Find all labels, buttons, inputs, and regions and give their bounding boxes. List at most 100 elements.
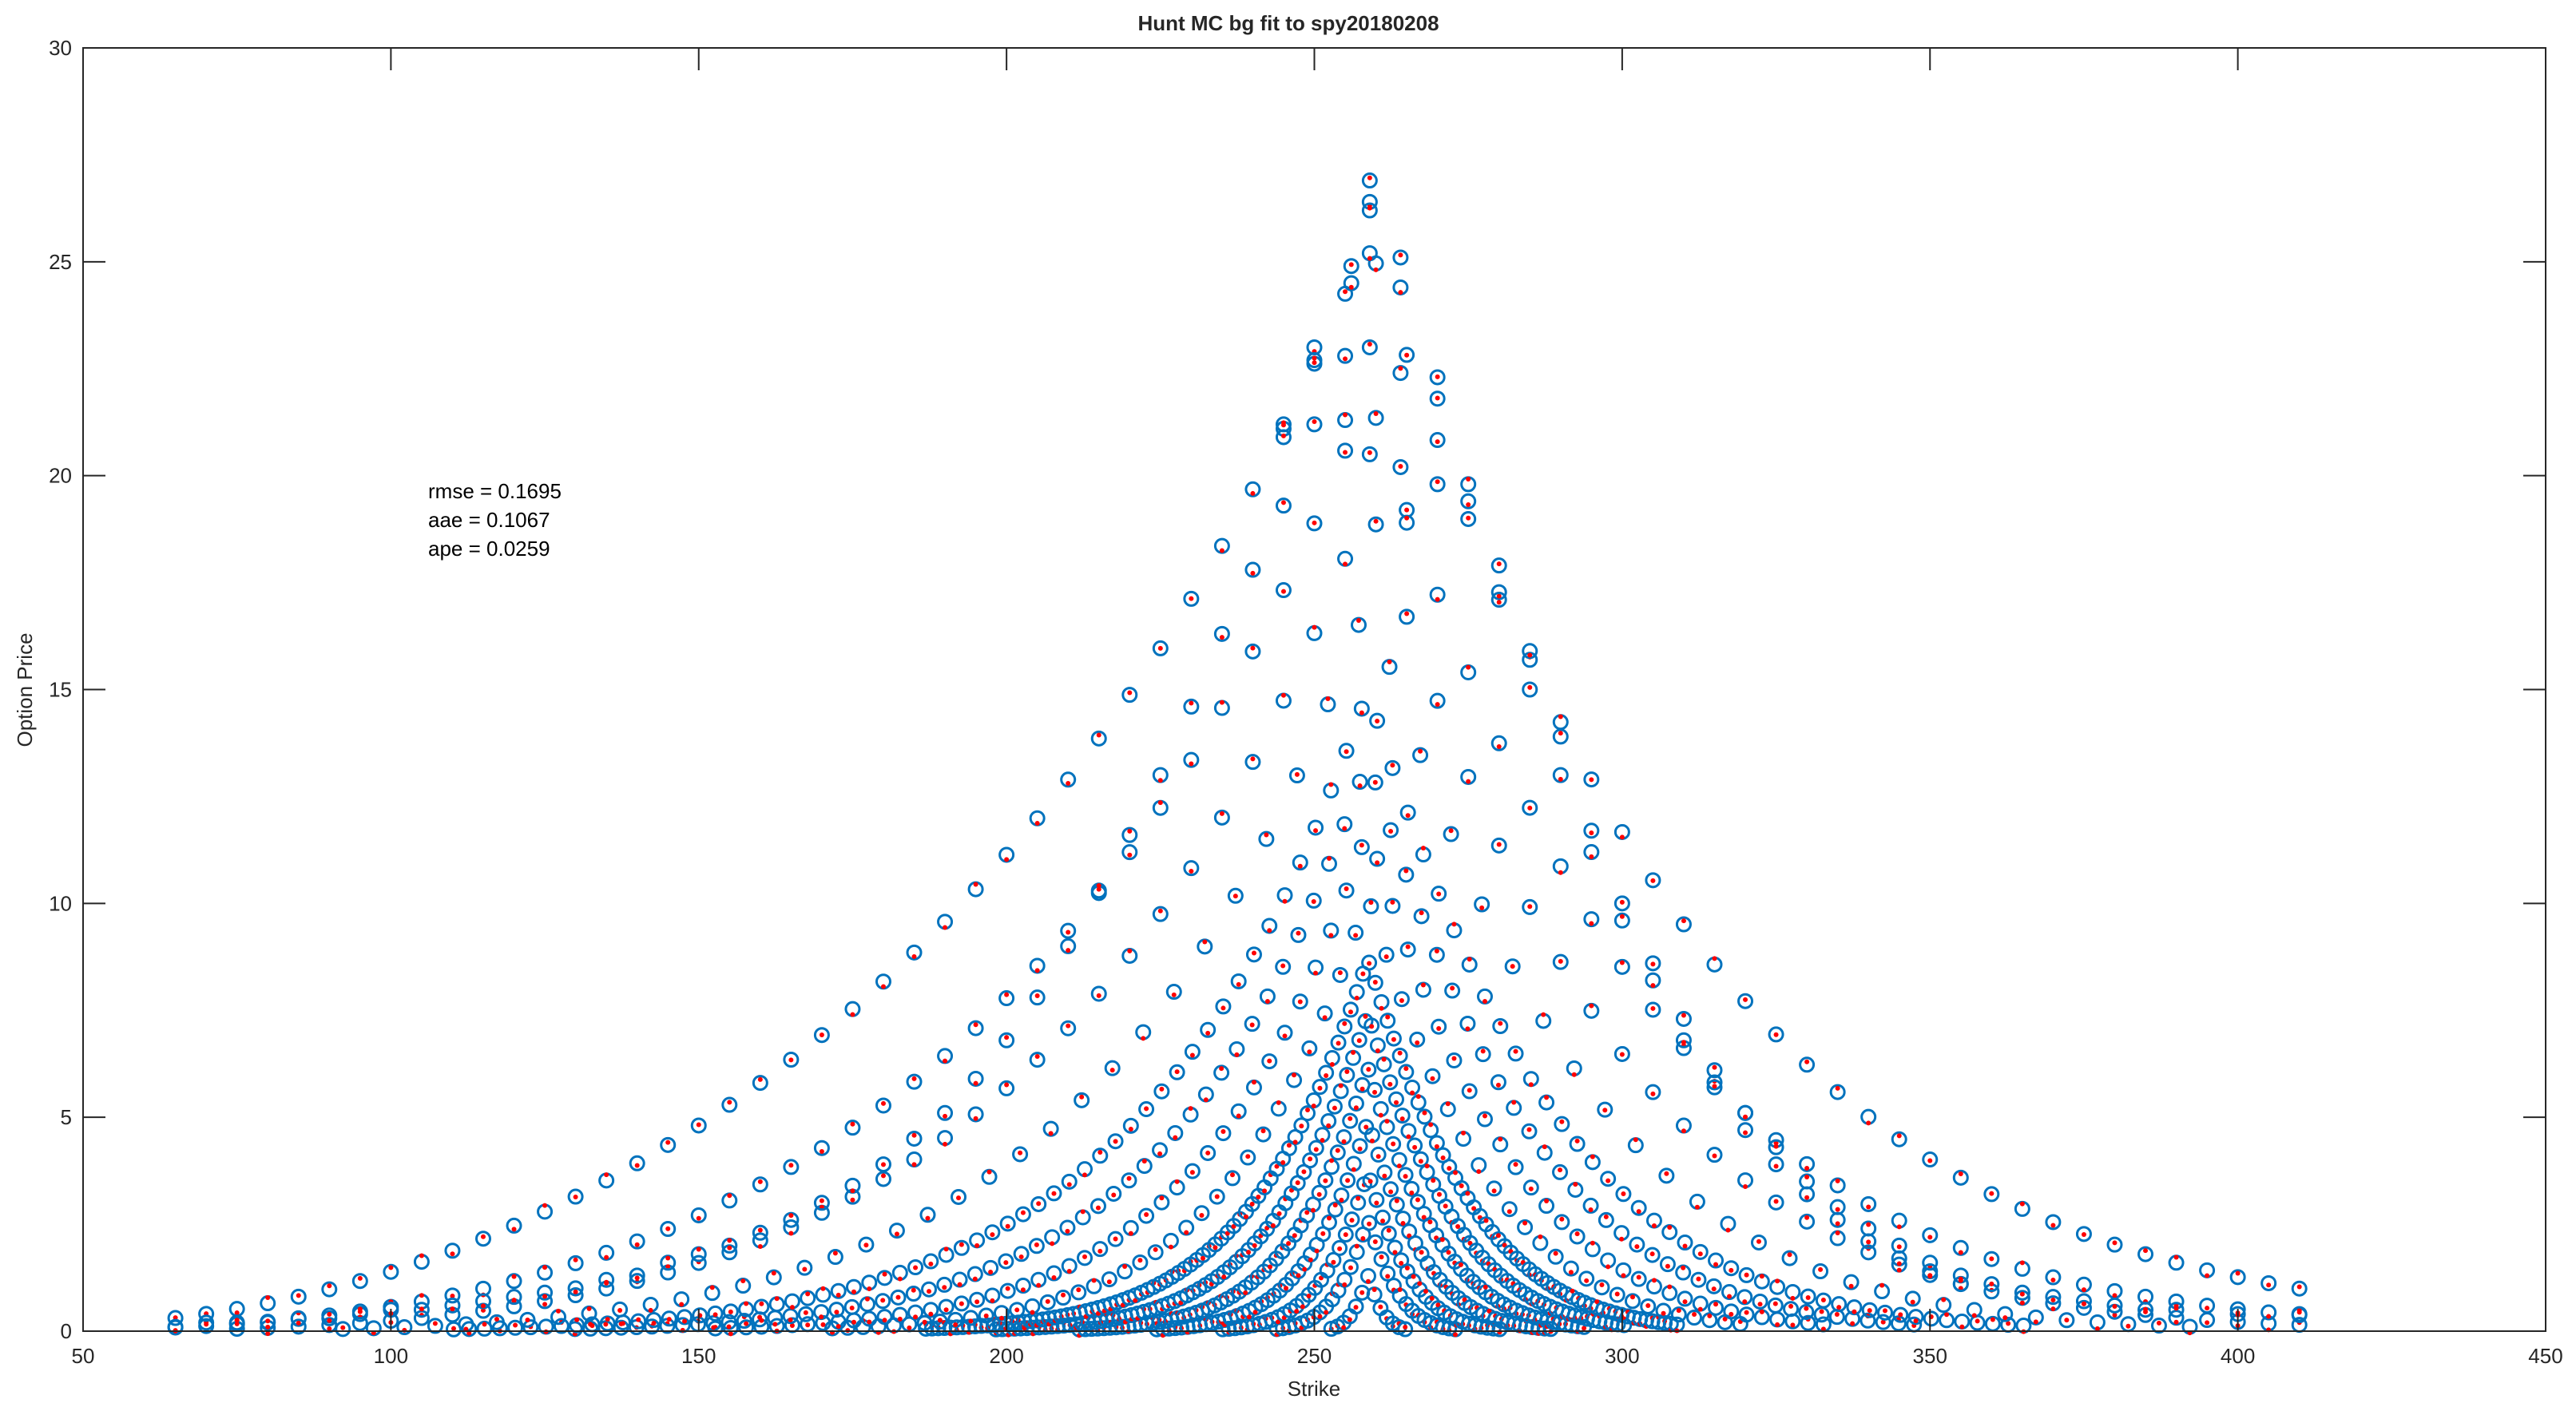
- fitted-price-marker: [1048, 1131, 1054, 1136]
- fitted-price-marker: [1403, 868, 1409, 874]
- fitted-price-marker: [1326, 1215, 1332, 1221]
- observed-price-marker: [1799, 1186, 1816, 1203]
- observed-price-marker: [1320, 1214, 1337, 1231]
- fitted-price-marker: [880, 1173, 886, 1179]
- fitted-price-marker: [1476, 1169, 1482, 1175]
- fitted-price-marker: [1157, 1151, 1163, 1156]
- observed-price-marker: [661, 1310, 677, 1327]
- observed-price-marker: [1399, 347, 1415, 363]
- fitted-price-marker: [1528, 1186, 1534, 1191]
- observed-price-marker: [1460, 493, 1477, 509]
- observed-price-marker: [1675, 916, 1692, 933]
- fitted-price-marker: [1342, 1021, 1348, 1026]
- fitted-price-marker: [943, 1307, 949, 1313]
- observed-price-marker: [953, 1295, 970, 1312]
- fitted-price-marker: [573, 1257, 578, 1262]
- observed-price-marker: [1244, 754, 1261, 771]
- observed-price-marker: [999, 1282, 1016, 1299]
- fitted-price-marker: [1636, 1274, 1641, 1280]
- observed-price-marker: [1630, 1199, 1647, 1216]
- observed-price-marker: [1215, 1125, 1232, 1142]
- stats-line: rmse = 0.1695: [428, 479, 562, 503]
- fitted-price-marker: [1744, 1310, 1749, 1315]
- fitted-price-marker: [727, 1100, 732, 1105]
- fitted-price-marker: [819, 1198, 824, 1203]
- fitted-price-marker: [1645, 1302, 1651, 1308]
- fitted-price-marker: [1479, 905, 1485, 910]
- fitted-price-marker: [1804, 1215, 1810, 1220]
- fitted-price-marker: [1294, 1309, 1300, 1314]
- fitted-price-marker: [1354, 1243, 1359, 1249]
- fitted-price-marker: [1650, 983, 1656, 989]
- fitted-price-marker: [1153, 1247, 1158, 1252]
- observed-price-marker: [1768, 1156, 1784, 1173]
- observed-price-marker: [1388, 1196, 1405, 1213]
- fitted-price-marker: [1312, 355, 1317, 361]
- observed-price-marker: [1843, 1274, 1860, 1290]
- observed-price-marker: [567, 1287, 584, 1304]
- observed-price-marker: [1362, 1172, 1379, 1189]
- fitted-price-marker: [1380, 1219, 1386, 1224]
- observed-price-marker: [1353, 838, 1370, 855]
- fitted-price-marker: [1420, 846, 1426, 851]
- fitted-price-marker: [1574, 1138, 1580, 1143]
- fitted-price-marker: [556, 1308, 562, 1314]
- fitted-price-marker: [1276, 1211, 1282, 1216]
- fitted-price-marker: [1311, 899, 1316, 905]
- fitted-price-marker: [1276, 1100, 1281, 1105]
- fitted-price-marker: [1958, 1171, 1963, 1177]
- fitted-price-marker: [1219, 1066, 1224, 1072]
- observed-price-marker: [1582, 1197, 1599, 1214]
- observed-price-marker: [796, 1259, 813, 1276]
- fitted-price-marker: [1404, 352, 1410, 358]
- fitted-price-marker: [802, 1266, 808, 1272]
- observed-price-marker: [1397, 1167, 1414, 1183]
- fitted-price-marker: [1415, 1040, 1420, 1045]
- fitted-price-marker: [1820, 1297, 1826, 1302]
- observed-price-marker: [1184, 1163, 1201, 1179]
- observed-price-marker: [2106, 1297, 2123, 1314]
- observed-price-marker: [1308, 1140, 1324, 1156]
- fitted-price-marker: [820, 1286, 826, 1291]
- fitted-price-marker: [973, 1116, 978, 1121]
- fitted-price-marker: [1312, 520, 1317, 525]
- observed-price-marker: [1379, 1265, 1396, 1282]
- observed-price-marker: [1461, 1083, 1478, 1100]
- fitted-price-marker: [1065, 1228, 1070, 1234]
- fitted-price-marker: [1128, 1231, 1133, 1236]
- observed-price-marker: [630, 1313, 647, 1330]
- fitted-price-marker: [834, 1310, 839, 1315]
- fitted-price-marker: [1410, 1090, 1415, 1096]
- observed-price-marker: [1507, 1045, 1524, 1062]
- observed-price-marker: [1215, 998, 1232, 1015]
- observed-price-marker: [2168, 1302, 2185, 1318]
- fitted-price-marker: [1034, 993, 1040, 998]
- fitted-price-marker: [1466, 476, 1471, 482]
- observed-price-marker: [1645, 1001, 1661, 1018]
- fitted-price-marker: [1835, 1207, 1840, 1212]
- fitted-price-marker: [943, 925, 948, 930]
- fitted-price-marker: [1332, 1105, 1337, 1111]
- fitted-price-marker: [1316, 1191, 1322, 1197]
- fitted-price-marker: [1451, 1056, 1457, 1061]
- observed-price-marker: [1275, 497, 1292, 514]
- fitted-price-marker: [1367, 450, 1372, 455]
- fitted-price-marker: [1619, 899, 1625, 905]
- observed-price-marker: [969, 1291, 986, 1308]
- observed-price-marker: [198, 1314, 215, 1331]
- observed-price-marker: [1630, 1270, 1647, 1287]
- observed-price-marker: [905, 1286, 922, 1302]
- fitted-price-marker: [1522, 1220, 1528, 1226]
- fitted-price-marker: [1203, 1097, 1209, 1103]
- fitted-price-marker: [880, 1298, 886, 1303]
- observed-price-marker: [921, 1281, 938, 1298]
- fitted-price-marker: [1558, 870, 1563, 875]
- fitted-price-marker: [1184, 1230, 1189, 1235]
- observed-price-marker: [1522, 681, 1538, 698]
- observed-price-marker: [167, 1310, 184, 1326]
- fitted-price-marker: [803, 1310, 808, 1315]
- observed-price-marker: [2075, 1299, 2092, 1316]
- fitted-price-marker: [1106, 1279, 1112, 1285]
- fitted-price-marker: [511, 1298, 517, 1303]
- observed-price-marker: [198, 1306, 215, 1322]
